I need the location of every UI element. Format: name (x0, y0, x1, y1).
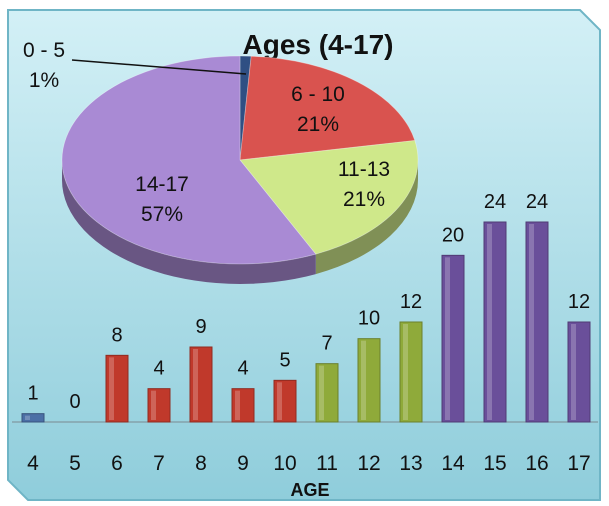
bar-highlight-12 (361, 340, 366, 420)
pie-slice-1 (239, 55, 416, 161)
bar-highlight-17 (571, 324, 576, 420)
x-tick-label-12: 12 (357, 452, 380, 475)
bar-highlight-15 (487, 224, 492, 420)
bar-highlight-4 (25, 415, 30, 420)
pie-title: Ages (4-17) (243, 29, 394, 60)
x-tick-label-11: 11 (316, 452, 338, 475)
bar-9 (231, 388, 255, 423)
pie-label-11-13: 11-13 (338, 158, 390, 181)
pie-label-14-17: 14-17 (135, 173, 189, 196)
pie-slice-2 (239, 140, 419, 255)
bar-chart: 1405864798495107111012121320142415241612… (21, 191, 591, 475)
bar-highlight-16 (529, 224, 534, 420)
x-tick-label-5: 5 (69, 452, 81, 475)
x-tick-label-9: 9 (237, 452, 249, 475)
bar-value-label-7: 4 (153, 358, 164, 380)
bar-value-label-8: 9 (195, 316, 206, 338)
pie-labels: 0 - 5 1% 6 - 10 21% 11-13 21% 14-17 57% (23, 39, 390, 226)
bar-highlight-6 (109, 357, 114, 420)
x-tick-label-6: 6 (111, 452, 123, 475)
bar-value-label-15: 24 (484, 191, 506, 213)
pie-leader-line (71, 59, 247, 75)
bar-value-label-5: 0 (69, 391, 80, 413)
x-tick-label-4: 4 (27, 452, 39, 475)
bar-value-label-14: 20 (442, 224, 464, 246)
x-tick-label-10: 10 (273, 452, 296, 475)
x-tick-label-17: 17 (567, 452, 590, 475)
x-tick-label-7: 7 (153, 452, 165, 475)
bar-highlight-13 (403, 324, 408, 420)
bar-value-label-17: 12 (568, 291, 590, 313)
pie-percent-0-5: 1% (29, 69, 59, 92)
pie-label-0-5: 0 - 5 (23, 39, 65, 62)
pie-label-6-10: 6 - 10 (291, 83, 345, 106)
bar-value-label-4: 1 (27, 383, 38, 405)
pie-slice-0 (239, 55, 252, 161)
bar-6 (105, 354, 129, 423)
bar-value-label-12: 10 (358, 308, 380, 330)
bar-value-label-11: 7 (321, 333, 332, 355)
bar-value-label-10: 5 (279, 349, 290, 371)
x-tick-label-8: 8 (195, 452, 207, 475)
pie-percent-14-17: 57% (141, 203, 183, 226)
bar-value-label-6: 8 (111, 324, 122, 346)
bar-highlight-14 (445, 257, 450, 420)
bar-highlight-11 (319, 365, 324, 420)
x-tick-label-16: 16 (525, 452, 548, 475)
bar-16 (525, 221, 549, 423)
bar-13 (399, 321, 423, 423)
pie-percent-11-13: 21% (343, 188, 385, 211)
bar-highlight-9 (235, 390, 240, 420)
bar-8 (189, 346, 213, 423)
pie-slice-3 (61, 55, 317, 265)
bar-15 (483, 221, 507, 423)
bar-value-label-16: 24 (526, 191, 548, 213)
bar-highlight-8 (193, 349, 198, 420)
pie-percent-6-10: 21% (297, 113, 339, 136)
bar-4 (21, 413, 45, 423)
bar-highlight-10 (277, 382, 282, 420)
bar-7 (147, 388, 171, 423)
bar-value-label-13: 12 (400, 291, 422, 313)
bar-14 (441, 254, 465, 423)
bar-11 (315, 363, 339, 423)
x-tick-label-13: 13 (399, 452, 422, 475)
bar-12 (357, 338, 381, 423)
bar-highlight-7 (151, 390, 156, 420)
bar-17 (567, 321, 591, 423)
bar-value-label-9: 4 (237, 358, 248, 380)
x-tick-label-14: 14 (441, 452, 465, 475)
pie-side-2 (315, 160, 418, 275)
bar-10 (273, 379, 297, 423)
pie-chart (61, 55, 419, 285)
pie-side-3 (62, 160, 316, 285)
x-tick-label-15: 15 (483, 452, 506, 475)
x-axis-title: AGE (290, 480, 329, 500)
